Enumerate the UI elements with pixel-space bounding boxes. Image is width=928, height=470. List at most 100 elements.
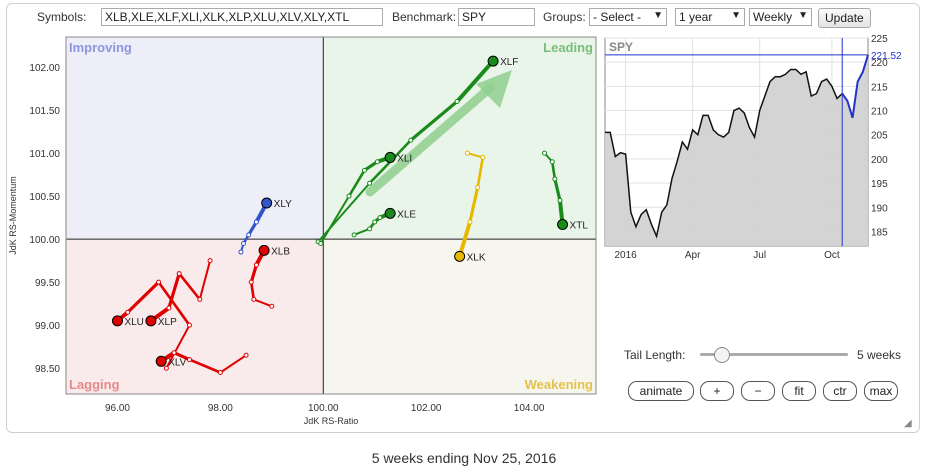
spy-y-tick-label: 200: [871, 155, 888, 166]
head-point: [557, 219, 569, 231]
tail-point: [367, 226, 373, 232]
point-label: XLV: [168, 357, 186, 368]
groups-select[interactable]: - Select - ▼: [589, 8, 667, 26]
head-point: [261, 197, 273, 209]
tail-length-value: 5 weeks: [857, 348, 902, 362]
animate-button[interactable]: animate: [628, 381, 694, 401]
period-select[interactable]: 1 year ▼: [675, 8, 745, 26]
tail-segment: [468, 185, 480, 224]
tail-point: [377, 215, 383, 221]
tail-point: [475, 185, 481, 191]
tail-point: [318, 240, 324, 246]
point-label: XLK: [467, 252, 486, 263]
spy-x-tick-label: Apr: [685, 250, 701, 261]
spy-y-tick-label: 205: [871, 131, 888, 142]
quadrant-label-leading: Leading: [543, 40, 593, 55]
tail-point: [238, 249, 244, 255]
series-xlb: XLB: [248, 244, 290, 309]
tail-point: [253, 219, 259, 225]
y-tick-label: 98.50: [35, 364, 60, 375]
tail-segment: [126, 280, 161, 314]
series-xlk: XLK: [454, 150, 486, 263]
head-point: [454, 250, 466, 262]
groups-select-value: - Select -: [593, 10, 642, 24]
x-tick-label: 98.00: [208, 403, 233, 414]
tail-point: [549, 159, 555, 165]
spy-title: SPY: [609, 40, 633, 54]
center-button[interactable]: ctr: [823, 381, 857, 401]
zoom-in-button[interactable]: +: [700, 381, 734, 401]
tail-point: [217, 369, 223, 375]
tail-point: [367, 180, 373, 186]
symbols-label: Symbols:: [37, 10, 87, 24]
zoom-out-button[interactable]: −: [741, 381, 775, 401]
y-tick-label: 101.00: [29, 149, 60, 160]
head-point: [384, 151, 396, 163]
footer-caption: 5 weeks ending Nov 25, 2016: [371, 450, 557, 466]
tail-point: [163, 365, 169, 371]
period-select-value: 1 year: [679, 10, 713, 24]
fit-button[interactable]: fit: [782, 381, 816, 401]
toolbar: Symbols: Benchmark: Groups: - Select -▼ …: [0, 0, 928, 32]
max-button[interactable]: max: [864, 381, 898, 401]
tail-point: [464, 150, 470, 156]
spy-tail-line: [841, 54, 869, 119]
spy-x-tick-label: Jul: [753, 250, 766, 261]
series-xlv: XLV: [155, 350, 249, 375]
tail-point: [253, 262, 259, 268]
quadrant-lagging: [66, 239, 324, 394]
spy-y-tick-label: 195: [871, 179, 888, 190]
benchmark-input[interactable]: [458, 8, 535, 26]
y-tick-label: 100.00: [29, 235, 60, 246]
update-button[interactable]: Update: [818, 8, 871, 28]
point-label: XLP: [158, 317, 177, 328]
tail-length-slider[interactable]: [700, 353, 848, 356]
tail-point: [374, 159, 380, 165]
spy-y-tick-label: 225: [871, 34, 888, 45]
tail-point: [156, 279, 162, 285]
series-xlu: XLU: [111, 279, 192, 371]
tail-segment: [553, 177, 562, 203]
chevron-down-icon: ▼: [731, 10, 741, 21]
point-label: XLI: [397, 153, 412, 164]
head-point: [384, 207, 396, 219]
tail-segment: [188, 358, 222, 374]
tail-point: [557, 197, 563, 203]
x-tick-label: 100.00: [308, 403, 339, 414]
quadrant-label-weakening: Weakening: [525, 377, 593, 392]
tail-segment: [249, 263, 258, 284]
spy-y-tick-label: 220: [871, 58, 888, 69]
x-tick-label: 102.00: [411, 403, 442, 414]
tail-segment: [362, 160, 379, 172]
tail-point: [246, 232, 252, 238]
y-axis-label: JdK RS-Momentum: [8, 176, 18, 255]
tail-point: [372, 219, 378, 225]
tail-point: [454, 99, 460, 105]
tail-length-slider-handle[interactable]: [714, 347, 730, 363]
resize-grip-icon[interactable]: ◢: [904, 418, 912, 429]
x-tick-label: 96.00: [105, 403, 130, 414]
tail-point: [166, 305, 172, 311]
tail-point: [269, 303, 275, 309]
head-point: [258, 244, 270, 256]
series-xlp: XLP: [145, 258, 213, 328]
quadrant-label-improving: Improving: [69, 40, 132, 55]
spy-x-tick-label: Oct: [824, 250, 840, 261]
tail-segment: [247, 220, 258, 237]
tail-point: [542, 150, 548, 156]
point-label: XLF: [500, 57, 518, 68]
symbols-input[interactable]: [101, 8, 383, 26]
x-tick-label: 104.00: [514, 403, 545, 414]
benchmark-label: Benchmark:: [392, 10, 457, 24]
point-label: XLY: [274, 199, 292, 210]
tail-point: [186, 357, 192, 363]
frequency-select[interactable]: Weekly ▼: [749, 8, 812, 26]
tail-segment: [249, 280, 256, 301]
tail-segment: [198, 259, 212, 301]
tail-segment: [319, 195, 351, 245]
spy-y-tick-label: 190: [871, 203, 888, 214]
tail-point: [361, 167, 367, 173]
tail-point: [480, 154, 486, 160]
tail-segment: [219, 354, 248, 374]
